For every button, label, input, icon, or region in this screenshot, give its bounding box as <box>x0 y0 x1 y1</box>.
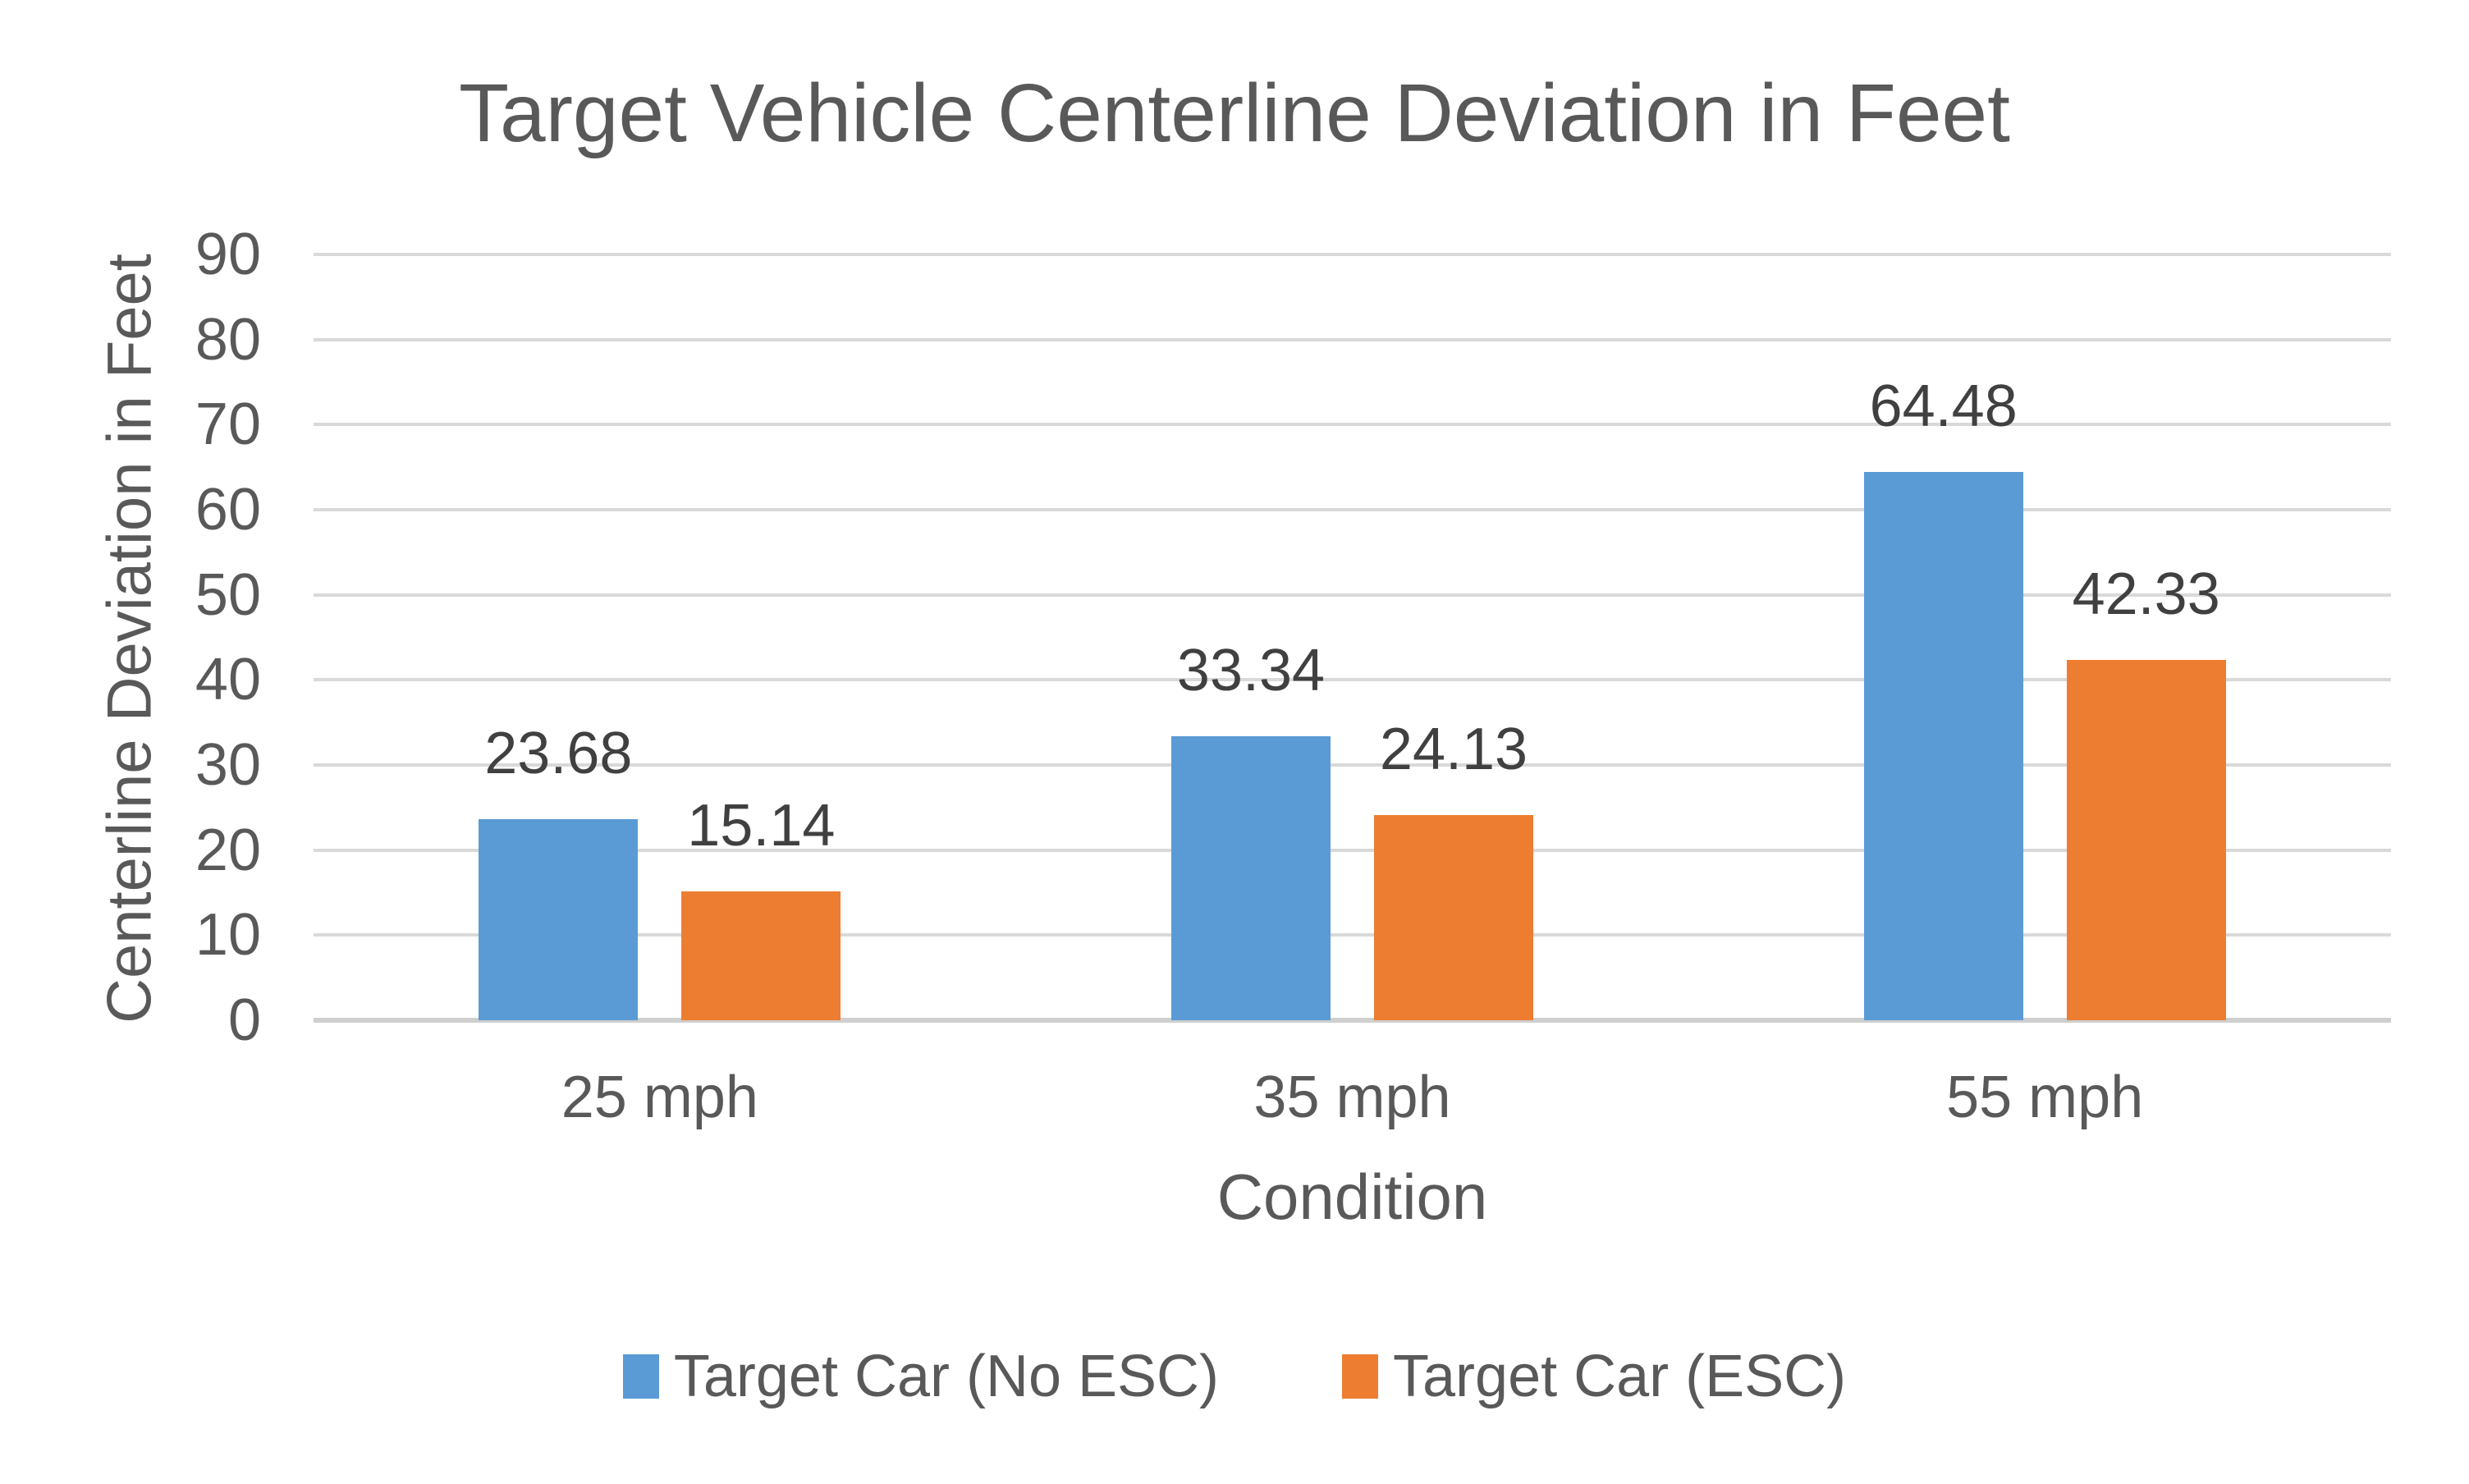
legend-swatch-icon <box>1342 1354 1379 1399</box>
x-category-label: 55 mph <box>1946 1065 2144 1130</box>
gridline <box>314 593 2391 597</box>
legend-swatch-icon <box>622 1354 659 1399</box>
gridline <box>314 933 2391 937</box>
x-axis-line <box>314 1018 2391 1023</box>
data-label: 42.33 <box>2072 561 2220 628</box>
data-label: 64.48 <box>1869 373 2018 439</box>
y-tick-label: 10 <box>195 902 261 969</box>
x-category-label: 25 mph <box>561 1065 758 1130</box>
data-label: 15.14 <box>687 793 836 859</box>
chart-title: Target Vehicle Centerline Deviation in F… <box>459 67 2010 159</box>
bar-target-car-no-esc-35-mph <box>1171 736 1331 1020</box>
y-tick-label: 80 <box>195 306 261 373</box>
bar-target-car-esc-25-mph <box>681 891 841 1020</box>
gridline <box>314 337 2391 341</box>
bar-target-car-no-esc-25-mph <box>479 818 639 1020</box>
y-tick-label: 0 <box>227 987 261 1053</box>
gridline <box>314 253 2391 256</box>
data-label: 24.13 <box>1379 716 1528 782</box>
gridline <box>314 423 2391 427</box>
y-tick-label: 40 <box>195 647 261 713</box>
legend-item-target-car-esc: Target Car (ESC) <box>1342 1344 1846 1408</box>
y-tick-label: 60 <box>195 477 261 543</box>
bar-target-car-no-esc-55-mph <box>1863 471 2023 1020</box>
plot-area: 23.68 15.14 33.34 24.13 64.48 42.33 <box>314 253 2391 1023</box>
legend: Target Car (No ESC) Target Car (ESC) <box>0 1344 2469 1408</box>
bar-target-car-esc-35-mph <box>1374 814 1533 1020</box>
data-label: 23.68 <box>484 720 633 786</box>
gridline <box>314 678 2391 682</box>
x-axis-title: Condition <box>1216 1161 1488 1233</box>
legend-label: Target Car (No ESC) <box>673 1344 1220 1409</box>
y-tick-label: 30 <box>195 732 261 798</box>
y-tick-label: 90 <box>195 222 261 287</box>
gridline <box>314 848 2391 852</box>
legend-item-target-car-no-esc: Target Car (No ESC) <box>622 1344 1220 1409</box>
data-label: 33.34 <box>1176 638 1326 704</box>
gridline <box>314 763 2391 767</box>
x-category-label: 35 mph <box>1253 1065 1451 1130</box>
y-tick-label: 70 <box>195 392 261 458</box>
gridline <box>314 508 2391 511</box>
bar-target-car-esc-55-mph <box>2066 660 2226 1020</box>
y-tick-label: 20 <box>195 817 261 883</box>
legend-label: Target Car (ESC) <box>1393 1344 1847 1409</box>
y-tick-label: 50 <box>195 561 261 628</box>
